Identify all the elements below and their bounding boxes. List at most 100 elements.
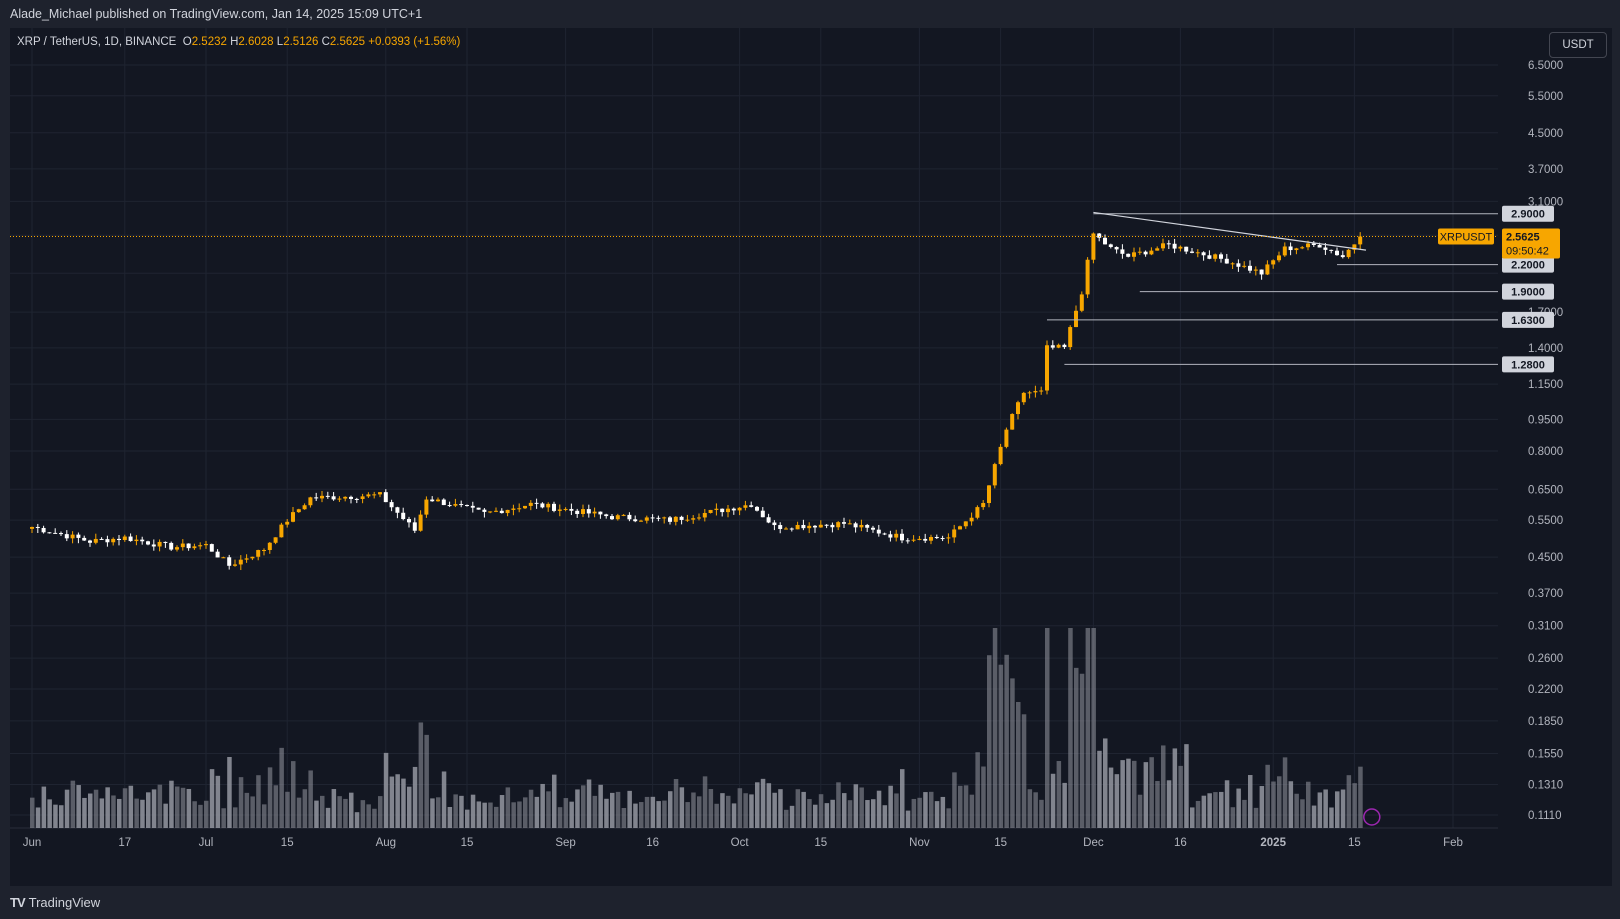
candle-body: [1259, 269, 1264, 275]
candle-body: [714, 508, 719, 510]
candle-body: [552, 503, 556, 511]
volume-bar: [1010, 678, 1015, 828]
candle-body: [1004, 429, 1009, 447]
candle-body: [134, 539, 139, 542]
candle-body: [82, 537, 87, 541]
candle-body: [1352, 244, 1357, 250]
candle-body: [691, 518, 696, 520]
volume-bar: [992, 628, 998, 828]
candle-body: [1097, 233, 1102, 238]
time-axis: Jun 17 Jul 15 Aug 15 Sep 16 Oct 15 Nov 15 Dec 16 2025 1…: [23, 837, 1463, 849]
volume-bar: [946, 808, 951, 828]
candle-body: [795, 524, 800, 530]
volume-bar: [888, 785, 893, 828]
volume-bar: [238, 777, 244, 828]
candlestick-chart[interactable]: 6.50005.50004.50003.70003.10001.70001.40…: [10, 28, 1612, 886]
volume-bar: [586, 779, 592, 828]
candle-body: [111, 538, 116, 543]
level-tag-label: 1.6300: [1511, 315, 1545, 327]
candle-body: [784, 528, 788, 530]
date-tick-label: Sep: [555, 837, 575, 849]
candle-body: [314, 497, 319, 499]
candle-body: [459, 504, 464, 506]
chart-area[interactable]: 6.50005.50004.50003.70003.10001.70001.40…: [10, 28, 1612, 886]
volume-bar: [987, 655, 992, 828]
candle-body: [308, 497, 313, 506]
volume-bar: [198, 804, 203, 828]
volume-bar: [853, 784, 859, 828]
candle-body: [383, 492, 388, 503]
candle-body: [163, 541, 168, 543]
currency-button[interactable]: USDT: [1549, 32, 1607, 58]
price-tick-label: 0.2200: [1528, 684, 1563, 696]
volume-bar: [557, 807, 563, 828]
volume-bar: [534, 796, 540, 828]
candle-body: [726, 508, 730, 513]
volume-bar: [569, 801, 574, 828]
volume-bar: [169, 780, 174, 828]
volume-bar: [627, 790, 632, 828]
candle-body: [1236, 263, 1241, 267]
volume-bar: [836, 782, 841, 828]
candle-body: [320, 495, 324, 499]
volume-bar: [99, 798, 105, 828]
volume-bar: [430, 798, 435, 828]
volume-bar: [250, 796, 255, 828]
candle-body: [963, 521, 968, 527]
candle-body: [905, 540, 910, 542]
volume-bar: [633, 803, 638, 828]
candle-body: [528, 502, 533, 506]
candle-body: [1161, 243, 1165, 249]
volume-bar: [314, 800, 319, 828]
candle-body: [215, 551, 220, 558]
volume-bar: [876, 790, 882, 828]
volume-bar: [372, 808, 377, 828]
candle-body: [871, 527, 875, 530]
candle-body: [859, 524, 864, 528]
volume-bar: [1004, 654, 1009, 828]
volume-bar: [563, 798, 569, 828]
candle-body: [447, 505, 452, 507]
tradingview-brand[interactable]: TV TradingView: [10, 895, 100, 910]
volume-bar: [180, 787, 186, 828]
candle-body: [610, 516, 614, 520]
volume-bar: [1149, 757, 1154, 828]
candle-body: [1340, 255, 1345, 258]
volume-bar: [952, 772, 957, 828]
date-tick-label: 16: [646, 837, 659, 849]
candle-body: [366, 494, 371, 497]
volume-bar: [784, 809, 789, 828]
candle-body: [1346, 249, 1351, 258]
volume-bar: [383, 752, 389, 828]
volume-bar: [639, 802, 644, 828]
volume-bar: [929, 791, 934, 828]
volume-bar: [911, 798, 917, 828]
date-tick-label: 15: [994, 837, 1007, 849]
symbol-tag-label: XRPUSDT: [1440, 232, 1493, 244]
candle-body: [494, 510, 498, 512]
volume-bar: [436, 797, 441, 828]
volume-bar: [360, 800, 366, 828]
candle-body: [372, 494, 377, 496]
candle-body: [615, 515, 620, 520]
volume-bar: [1248, 775, 1253, 828]
candle-body: [842, 522, 846, 524]
volume-bar: [256, 775, 261, 828]
volume-bar: [847, 800, 853, 828]
overlay: XRPUSDT 2.5625 09:50:42: [10, 211, 1560, 826]
price-tick-label: 0.5500: [1528, 515, 1563, 527]
candle-body: [1126, 253, 1131, 257]
volume-bar: [412, 766, 418, 828]
volume-bar: [1340, 789, 1346, 828]
volume-bar: [64, 789, 70, 828]
volume-bar: [755, 782, 760, 828]
candle-body: [934, 537, 939, 539]
candle-body: [35, 526, 40, 528]
volume-bar: [969, 794, 975, 828]
candle-body: [766, 517, 771, 523]
candle-body: [743, 505, 748, 508]
volume-bar: [830, 799, 835, 828]
countdown-label: 09:50:42: [1506, 246, 1549, 258]
candle-body: [1184, 246, 1189, 252]
volume-bar: [151, 789, 157, 828]
